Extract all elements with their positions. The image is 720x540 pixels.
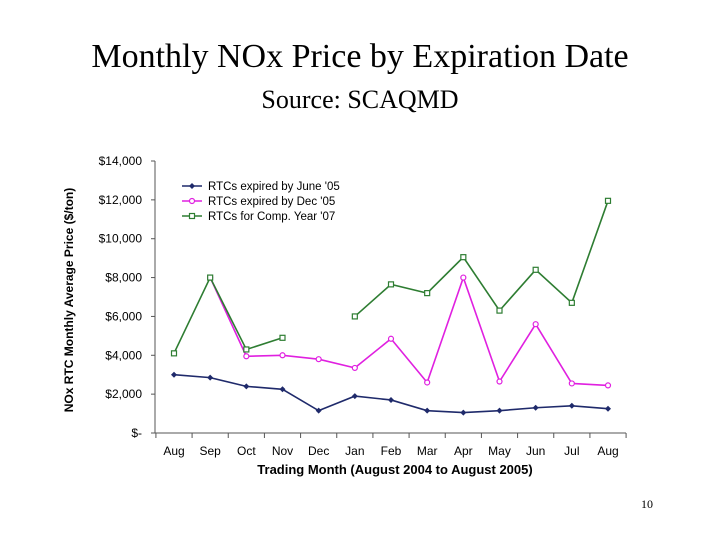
series-1 bbox=[171, 371, 611, 416]
data-point bbox=[568, 380, 575, 387]
y-tick-label: $12,000 bbox=[99, 193, 143, 207]
data-point bbox=[424, 407, 431, 414]
data-point bbox=[279, 334, 286, 341]
data-point bbox=[207, 374, 214, 381]
data-point bbox=[315, 356, 322, 363]
data-point bbox=[243, 383, 250, 390]
series-line bbox=[173, 275, 283, 354]
x-tick-label: Oct bbox=[237, 444, 256, 458]
y-tick-label: $- bbox=[131, 426, 142, 440]
x-tick-label: Dec bbox=[308, 444, 329, 458]
chart-axes bbox=[151, 160, 627, 438]
legend-label: RTCs for Comp. Year '07 bbox=[208, 211, 335, 223]
series-3 bbox=[170, 197, 612, 357]
data-point bbox=[387, 335, 395, 342]
data-point bbox=[532, 321, 539, 328]
x-tick-label: Jul bbox=[564, 444, 579, 458]
data-point bbox=[496, 407, 503, 414]
data-point bbox=[315, 407, 322, 414]
data-point bbox=[424, 290, 431, 297]
y-tick-labels: $- $2,000 $4,000 $6,000 $8,000 $10,000 $12,000… bbox=[99, 154, 143, 440]
slide-subtitle: Source: SCAQMD bbox=[261, 85, 459, 114]
x-tick-label: Aug bbox=[163, 444, 184, 458]
x-tick-label: Nov bbox=[272, 444, 293, 458]
legend-label: RTCs expired by June '05 bbox=[208, 181, 340, 193]
x-tick-label: Aug bbox=[597, 444, 618, 458]
x-tick-label: Apr bbox=[454, 444, 473, 458]
data-point bbox=[532, 404, 539, 411]
data-point bbox=[207, 274, 214, 281]
page-number: 10 bbox=[641, 497, 653, 511]
data-point bbox=[604, 197, 612, 204]
y-tick-label: $8,000 bbox=[105, 271, 142, 285]
series-layer bbox=[170, 197, 612, 416]
x-tick-labels: Aug Sep Oct Nov Dec Jan Feb Mar Apr May Jun Jul Aug bbox=[163, 444, 618, 458]
slide-title: Monthly NOx Price by Expiration Date bbox=[91, 38, 629, 75]
data-point bbox=[424, 379, 431, 386]
data-point bbox=[351, 364, 358, 372]
series-2 bbox=[207, 274, 612, 389]
data-point bbox=[568, 299, 575, 306]
data-point bbox=[496, 378, 503, 385]
data-point bbox=[532, 266, 539, 273]
data-point bbox=[188, 212, 196, 220]
data-point bbox=[243, 346, 250, 353]
x-tick-label: May bbox=[488, 444, 511, 458]
y-axis-label: NOx RTC Monthly Average Price ($/ton) bbox=[62, 188, 76, 412]
data-point bbox=[496, 307, 503, 314]
data-point bbox=[279, 386, 286, 393]
data-point bbox=[604, 382, 612, 389]
data-point bbox=[568, 402, 575, 409]
data-point bbox=[388, 396, 394, 403]
data-point bbox=[171, 371, 177, 378]
data-point bbox=[188, 197, 196, 205]
data-point bbox=[460, 274, 467, 281]
y-tick-label: $4,000 bbox=[105, 348, 142, 362]
x-tick-label: Feb bbox=[381, 444, 402, 458]
series-line bbox=[354, 200, 609, 318]
x-tick-label: Sep bbox=[199, 444, 221, 458]
chart-legend: RTCs expired by June '05 RTCs expired by … bbox=[182, 181, 340, 223]
data-point bbox=[351, 313, 358, 320]
data-point bbox=[605, 405, 611, 412]
data-point bbox=[387, 281, 395, 288]
data-point bbox=[279, 352, 286, 359]
series-line bbox=[209, 275, 609, 387]
y-tick-label: $14,000 bbox=[99, 154, 143, 168]
y-tick-label: $2,000 bbox=[105, 387, 142, 401]
x-tick-label: Jun bbox=[526, 444, 545, 458]
x-axis-label: Trading Month (August 2004 to August 200… bbox=[257, 462, 532, 477]
legend-label: RTCs expired by Dec '05 bbox=[208, 196, 335, 208]
y-tick-label: $6,000 bbox=[105, 309, 142, 323]
x-tick-label: Jan bbox=[345, 444, 364, 458]
x-tick-label: Mar bbox=[417, 444, 438, 458]
data-point bbox=[460, 254, 467, 261]
series-line bbox=[173, 373, 609, 414]
y-tick-label: $10,000 bbox=[99, 232, 143, 246]
data-point bbox=[243, 353, 250, 360]
data-point bbox=[460, 409, 467, 416]
data-point bbox=[351, 393, 358, 400]
data-point bbox=[170, 350, 178, 357]
data-point bbox=[189, 183, 195, 189]
